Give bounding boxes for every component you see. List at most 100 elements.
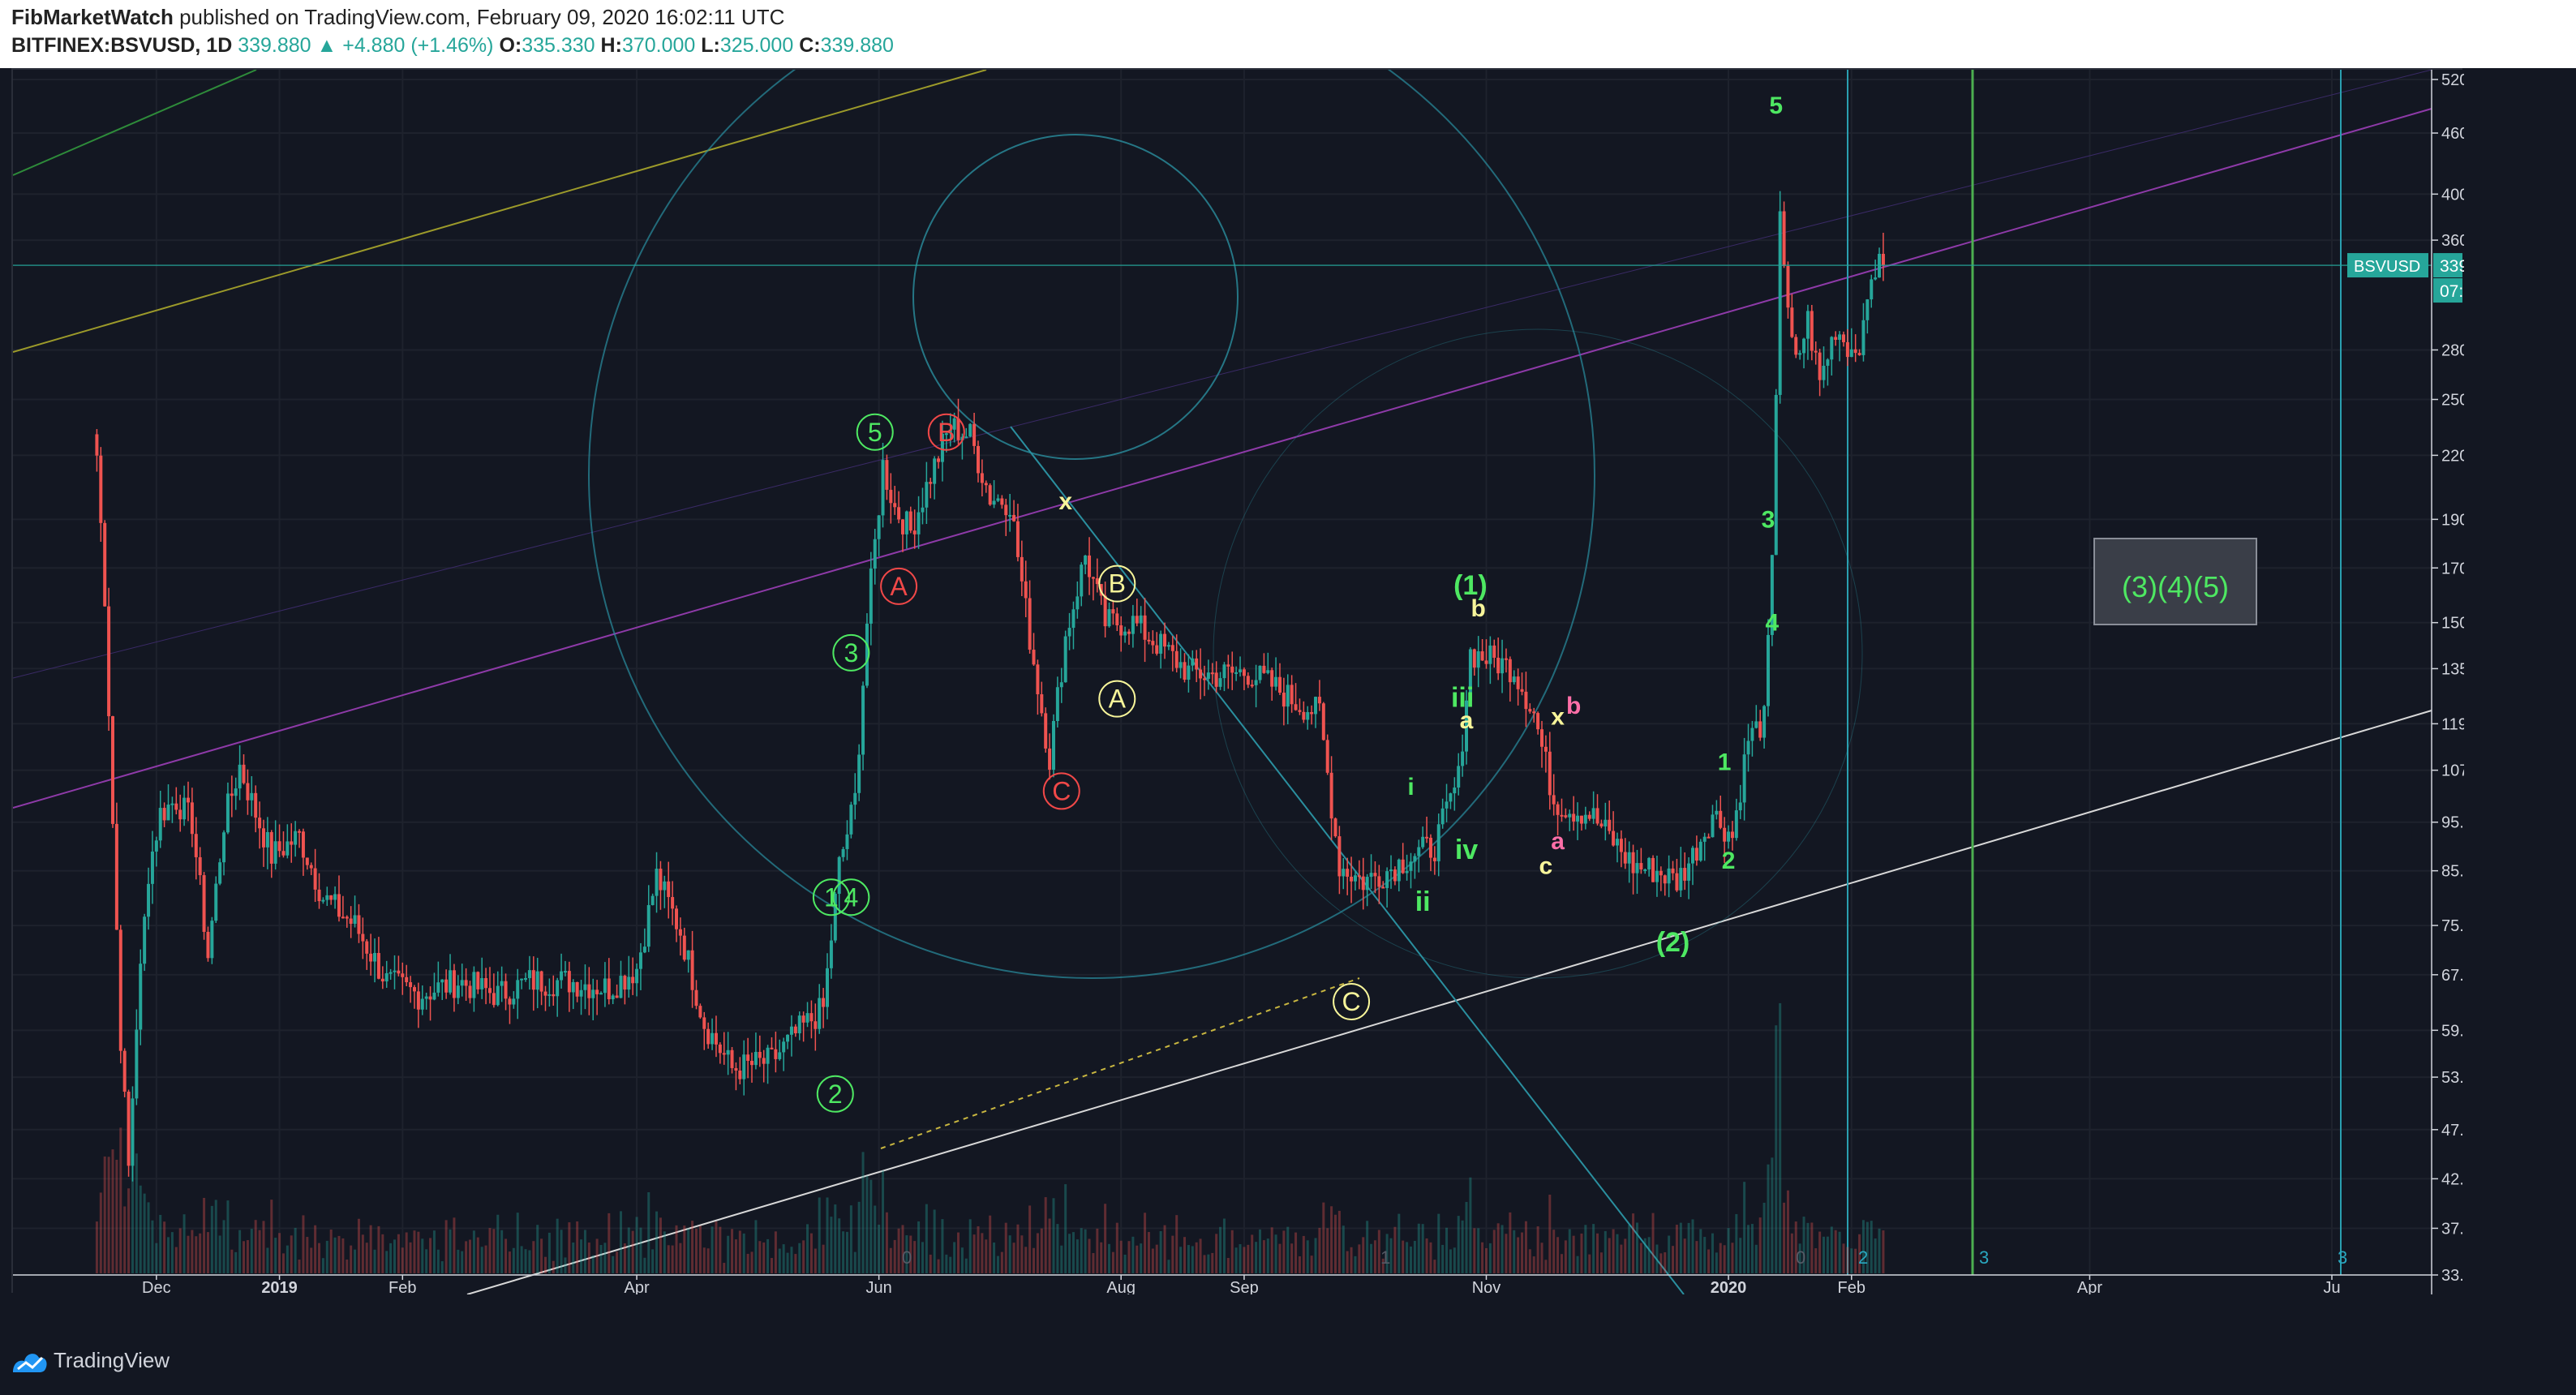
volume-bar [1385, 1234, 1389, 1273]
candle-body [472, 972, 476, 998]
volume-bar [1858, 1234, 1861, 1273]
volume-bar [1092, 1253, 1095, 1273]
candle-body [1778, 211, 1782, 395]
time-axis-label: Feb [389, 1279, 416, 1294]
candle-body [1790, 307, 1794, 337]
candle-body [527, 970, 531, 978]
volume-bar [639, 1227, 642, 1273]
candle-body [1155, 645, 1159, 654]
open-value: 335.330 [522, 34, 595, 57]
volume-bar [258, 1230, 261, 1273]
candle-body [1865, 299, 1870, 320]
candle-body [1516, 676, 1520, 689]
volume-bar [1036, 1233, 1039, 1273]
candle-body [1310, 712, 1314, 715]
volume-bar [782, 1244, 785, 1273]
candle-body [1639, 863, 1643, 870]
volume-bar [1509, 1212, 1512, 1273]
volume-bar [1111, 1251, 1114, 1273]
price-axis-label: 75.000 [2441, 917, 2464, 935]
chart-area[interactable]: 5 B A C 3 1 4 2 x B A C (1) b iii a i iv ii x b a c (2) 1 2 3 4 5 (3)… [11, 68, 2464, 1294]
wave-label: C [1342, 987, 1361, 1016]
volume-bar [1306, 1240, 1309, 1273]
candle-body [1321, 703, 1325, 740]
volume-bar [1147, 1232, 1150, 1273]
price-axis-label: 47.000 [2441, 1122, 2464, 1140]
time-axis-label: Aug [1106, 1279, 1136, 1294]
volume-bar [568, 1222, 571, 1273]
volume-bar [865, 1175, 869, 1273]
candle-body [599, 993, 603, 995]
candle-body [1690, 848, 1694, 864]
volume-bar [243, 1241, 246, 1273]
candle-body [579, 989, 583, 997]
volume-bar [393, 1239, 397, 1273]
candle-body [214, 883, 218, 921]
candle-body [1750, 728, 1754, 741]
volume-bar [857, 1201, 861, 1273]
volume-bar [1624, 1238, 1627, 1273]
candle-body [694, 989, 698, 1007]
candle-body [1131, 616, 1135, 634]
volume-bar [1409, 1246, 1412, 1273]
candle-body [273, 841, 277, 864]
candle-body [1119, 625, 1123, 636]
price-change: ▲ +4.880 (+1.46%) [316, 34, 494, 57]
tradingview-logo-text[interactable]: TradingView [54, 1348, 170, 1372]
volume-bar [1333, 1214, 1337, 1273]
candle-body [1707, 836, 1711, 839]
volume-bar [1155, 1244, 1158, 1273]
volume-bar [429, 1238, 432, 1273]
volume-bar [1136, 1245, 1139, 1273]
candle-body [793, 1026, 797, 1034]
volume-bar [504, 1238, 508, 1273]
candle-body [782, 1041, 786, 1053]
volume-bar [1247, 1244, 1250, 1273]
candle-body [575, 981, 579, 997]
candle-body [182, 797, 187, 820]
candle-body [1421, 836, 1425, 848]
candle-body [1476, 651, 1480, 668]
volume-bar [1381, 1258, 1385, 1273]
candle-body [246, 783, 250, 801]
candle-body [1266, 670, 1270, 673]
candle-body [1643, 869, 1647, 871]
candle-body [889, 489, 893, 504]
candle-body [1818, 352, 1822, 380]
volume-bar [480, 1247, 483, 1273]
symbol-name[interactable]: BITFINEX:BSVUSD, 1D [11, 34, 233, 57]
volume-bar [1560, 1254, 1563, 1273]
candle-body [95, 434, 99, 456]
candle-body [329, 895, 333, 900]
volume-bar [143, 1193, 146, 1273]
volume-bar [206, 1232, 209, 1273]
candle-body [162, 808, 166, 821]
volume-bar [409, 1242, 412, 1273]
candle-body [1770, 555, 1774, 635]
candle-body [150, 851, 154, 884]
volume-bar [107, 1157, 110, 1273]
volume-bar [925, 1204, 928, 1273]
author-name[interactable]: FibMarketWatch [11, 5, 174, 29]
volume-bar [178, 1228, 182, 1273]
volume-bar [989, 1215, 992, 1273]
wave-label: x [1551, 703, 1565, 730]
candle-body [714, 1032, 718, 1045]
tradingview-logo-icon[interactable] [11, 1345, 49, 1377]
time-axis-label: Apr [625, 1279, 650, 1294]
candle-body [1270, 670, 1274, 687]
volume-bar [1659, 1253, 1663, 1273]
volume-bar [1747, 1225, 1750, 1273]
volume-bar [731, 1229, 734, 1273]
volume-bar [1854, 1248, 1857, 1273]
high-value: 370.000 [621, 34, 696, 57]
volume-bar [1406, 1242, 1409, 1273]
volume-bar [560, 1230, 563, 1273]
volume-bar [520, 1246, 523, 1273]
volume-bar [1461, 1220, 1464, 1273]
candle-body [305, 857, 309, 865]
candle-body [833, 894, 837, 941]
candle-body [686, 950, 690, 960]
volume-bar [182, 1214, 186, 1273]
